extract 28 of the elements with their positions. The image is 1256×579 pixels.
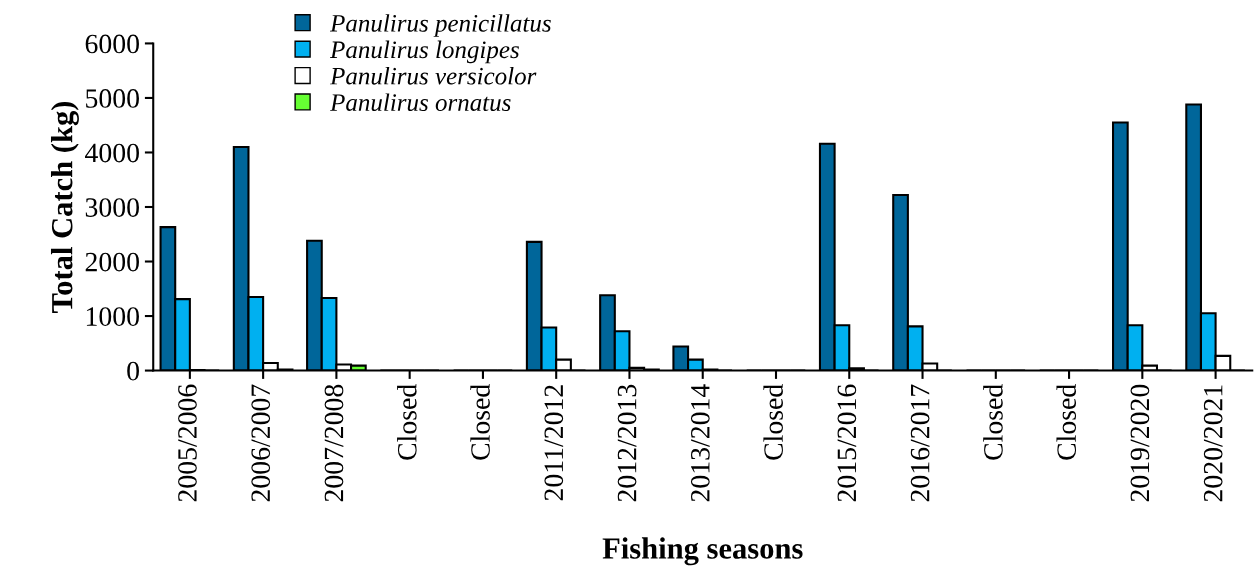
y-tick-label: 2000 (85, 252, 139, 272)
x-tick-label: Closed (763, 384, 783, 460)
x-tick-label: Closed (470, 384, 490, 460)
y-tick-label: 3000 (85, 198, 139, 217)
x-tick-label: 2016/2017 (910, 384, 930, 502)
x-tick-label: 2020/2021 (1203, 385, 1223, 502)
y-tick-label: 0 (127, 361, 139, 381)
x-tick-label: 2011/2012 (544, 385, 564, 501)
x-tick-label: 2013/2014 (690, 384, 710, 502)
x-tick-label: 2019/2020 (1130, 384, 1150, 502)
legend-label: Panulirus longipes (329, 40, 519, 64)
x-tick-label: 2007/2008 (324, 384, 344, 502)
x-tick-label: Closed (983, 384, 1003, 460)
x-tick-label: Closed (1056, 384, 1077, 460)
y-tick-label: 6000 (85, 34, 139, 54)
x-tick-label: 2015/2016 (837, 384, 857, 502)
y-tick-label: 4000 (85, 143, 139, 163)
y-axis-title: Total Catch (kg) (50, 101, 79, 313)
legend-label: Panulirus ornatus (329, 93, 511, 112)
legend-label: Panulirus penicillatus (329, 14, 551, 37)
y-tick-label: 1000 (86, 307, 139, 326)
x-tick-label: 2005/2006 (178, 384, 197, 502)
x-tick-label: 2012/2013 (617, 384, 637, 502)
x-tick-label: Closed (397, 384, 417, 460)
x-tick-label: 2006/2007 (251, 384, 271, 502)
legend-label: Panulirus versicolor (329, 67, 537, 85)
y-tick-label: 5000 (86, 89, 139, 108)
x-axis-title: Fishing seasons (602, 537, 803, 566)
